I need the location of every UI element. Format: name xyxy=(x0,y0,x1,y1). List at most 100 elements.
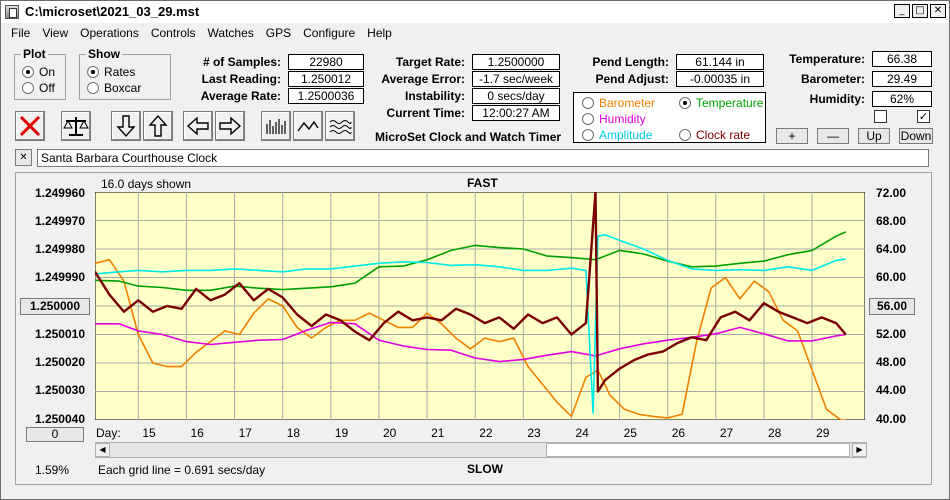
scroll-right-icon[interactable]: ▶ xyxy=(852,443,867,457)
radio-unselected-icon xyxy=(582,97,594,109)
show-rates-label: Rates xyxy=(104,65,136,79)
show-group-title: Show xyxy=(86,47,122,61)
barometer-value: 29.49 xyxy=(872,71,932,87)
show-boxcar-radio[interactable]: Boxcar xyxy=(87,81,141,95)
y-right-tick: 44.00 xyxy=(876,383,907,397)
wave-view-button[interactable] xyxy=(325,111,355,141)
app-name: MicroSet Clock and Watch Timer xyxy=(375,130,562,144)
menu-operations[interactable]: Operations xyxy=(80,25,139,40)
samples-label: # of Samples: xyxy=(202,55,281,69)
clock-name-input[interactable]: Santa Barbara Courthouse Clock xyxy=(37,149,929,167)
right-checkbox[interactable]: ✓ xyxy=(917,110,930,123)
pend-adjust-value: -0.00035 in xyxy=(676,71,764,87)
x-tick-label: 20 xyxy=(382,426,397,440)
down-arrow-button[interactable] xyxy=(111,111,141,141)
menu-bar: File View Operations Controls Watches GP… xyxy=(1,23,949,42)
plot-frame xyxy=(15,172,932,485)
down-button[interactable]: Down xyxy=(899,128,933,144)
menu-configure[interactable]: Configure xyxy=(303,25,356,40)
x-tick-label: 27 xyxy=(719,426,734,440)
pend-length-value: 61.144 in xyxy=(676,54,764,70)
instability-label: Instability: xyxy=(404,89,465,103)
offset-button[interactable]: 0 xyxy=(26,427,84,442)
x-tick-label: 15 xyxy=(142,426,156,440)
arrow-down-icon xyxy=(116,115,136,138)
average-rate-label: Average Rate: xyxy=(200,89,281,103)
radio-unselected-icon xyxy=(582,129,594,141)
maximize-button[interactable]: □ xyxy=(912,4,928,18)
right-center-button[interactable]: 56.00 xyxy=(869,298,915,315)
rate-chart xyxy=(95,192,865,420)
grid-lines xyxy=(95,192,865,420)
plot-on-radio[interactable]: On xyxy=(22,65,55,79)
scroll-thumb[interactable] xyxy=(546,443,850,457)
menu-watches[interactable]: Watches xyxy=(207,25,254,40)
scroll-left-icon[interactable]: ◀ xyxy=(95,443,110,457)
y-right-tick: 40.00 xyxy=(876,412,907,426)
horizontal-scrollbar[interactable]: ◀ ▶ xyxy=(95,442,867,458)
menu-file[interactable]: File xyxy=(11,25,31,40)
app-icon[interactable] xyxy=(5,4,19,19)
pend-adjust-label: Pend Adjust: xyxy=(595,72,669,86)
sensor-clockrate-label: Clock rate xyxy=(696,128,751,142)
y-right-tick: 64.00 xyxy=(876,242,907,256)
sensor-temperature-radio[interactable]: Temperature xyxy=(679,96,763,110)
days-shown: 16.0 days shown xyxy=(101,177,192,191)
current-time-value: 12:00:27 AM xyxy=(472,105,560,121)
series-line-barometer xyxy=(95,258,846,420)
x-tick-label: 18 xyxy=(286,426,301,440)
sensor-clockrate-radio[interactable]: Clock rate xyxy=(679,128,750,142)
show-boxcar-label: Boxcar xyxy=(104,81,142,95)
close-button[interactable]: ✕ xyxy=(930,4,946,18)
up-button[interactable]: Up xyxy=(858,128,890,144)
scale-icon xyxy=(63,117,89,136)
samples-value: 22980 xyxy=(288,54,364,70)
y-right-tick: 52.00 xyxy=(876,327,907,341)
menu-help[interactable]: Help xyxy=(367,25,392,40)
x-tick-label: 24 xyxy=(575,426,589,440)
line-view-button[interactable] xyxy=(293,111,323,141)
sensor-barometer-radio[interactable]: Barometer xyxy=(582,96,655,110)
y-right-tick: 68.00 xyxy=(876,214,907,228)
stop-button[interactable] xyxy=(15,111,45,141)
line-chart-icon xyxy=(297,120,319,132)
plot-group-title: Plot xyxy=(21,47,48,61)
menu-view[interactable]: View xyxy=(42,25,69,40)
up-arrow-button[interactable] xyxy=(143,111,173,141)
sensor-humidity-radio[interactable]: Humidity xyxy=(582,112,646,126)
y-left-tick: 1.249990 xyxy=(34,270,85,284)
arrow-up-icon xyxy=(148,114,168,137)
bars-view-button[interactable] xyxy=(261,111,291,141)
average-error-value: -1.7 sec/week xyxy=(472,71,560,87)
temperature-value: 66.38 xyxy=(872,51,932,67)
center-value-button[interactable]: 1.250000 xyxy=(20,298,90,315)
percent-readout: 1.59% xyxy=(35,463,70,477)
y-right-tick: 72.00 xyxy=(876,186,907,200)
x-tick-label: 26 xyxy=(671,426,686,440)
bar-chart-icon xyxy=(266,119,286,134)
right-arrow-button[interactable] xyxy=(215,111,245,141)
plot-off-radio[interactable]: Off xyxy=(22,81,55,95)
x-tick-label: 23 xyxy=(527,426,541,440)
slow-label: SLOW xyxy=(467,462,503,476)
target-rate-label: Target Rate: xyxy=(395,55,465,69)
last-reading-label: Last Reading: xyxy=(201,72,281,86)
last-reading-value: 1.250012 xyxy=(288,71,364,87)
plus-button[interactable]: + xyxy=(776,128,808,144)
show-rates-radio[interactable]: Rates xyxy=(87,65,135,79)
pend-length-label: Pend Length: xyxy=(592,55,669,69)
y-left-tick: 1.249980 xyxy=(34,242,85,256)
sensor-amplitude-radio[interactable]: Amplitude xyxy=(582,128,652,142)
arrow-left-icon xyxy=(186,116,209,136)
left-checkbox[interactable] xyxy=(874,110,887,123)
minimize-button[interactable]: _ xyxy=(894,4,910,18)
minus-button[interactable]: — xyxy=(817,128,849,144)
clear-name-button[interactable]: ✕ xyxy=(15,149,32,166)
balance-button[interactable] xyxy=(61,111,91,141)
menu-controls[interactable]: Controls xyxy=(150,25,196,40)
plot-off-label: Off xyxy=(39,81,55,95)
left-arrow-button[interactable] xyxy=(183,111,213,141)
window-title: C:\microset\2021_03_29.mst xyxy=(25,4,200,19)
menu-gps[interactable]: GPS xyxy=(265,25,292,40)
